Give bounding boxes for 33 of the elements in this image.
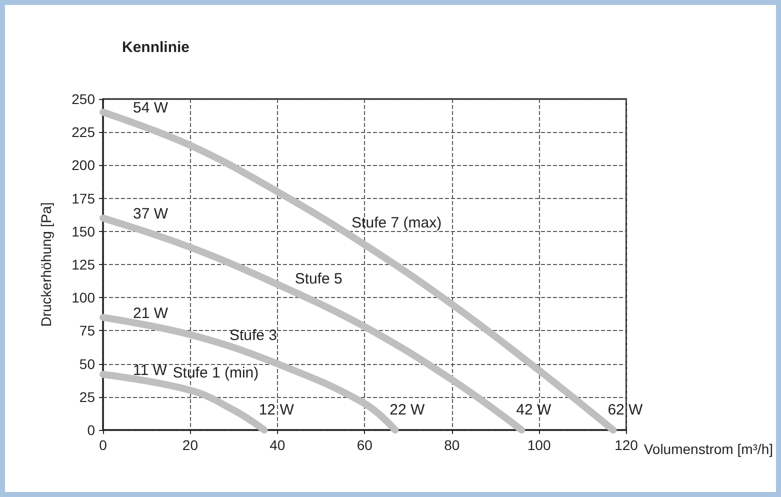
y-tick-label: 0 <box>87 422 96 438</box>
y-tick-label: 250 <box>72 91 96 107</box>
x-tick-label: 100 <box>527 437 551 453</box>
annotation: Stufe 7 (max) <box>352 214 442 232</box>
x-tick-label: 20 <box>182 437 198 453</box>
x-tick-label: 120 <box>614 437 638 453</box>
annotation: 11 W <box>133 362 168 379</box>
y-tick-label: 200 <box>72 157 96 174</box>
x-tick-label: 60 <box>356 437 373 453</box>
x-axis-title: Volumenstrom [m³/h] <box>644 441 773 457</box>
y-tick-label: 150 <box>72 223 96 240</box>
annotation: 22 W <box>390 402 426 418</box>
y-tick-label: 50 <box>79 356 96 372</box>
annotation: 62 W <box>608 402 644 418</box>
y-tick-label: 75 <box>79 322 96 339</box>
annotation: 21 W <box>133 304 169 322</box>
chart-title: Kennlinie <box>122 39 190 56</box>
x-tick-label: 0 <box>99 437 108 453</box>
y-tick-label: 125 <box>72 256 96 272</box>
annotation: 42 W <box>516 402 552 418</box>
annotation: Stufe 5 <box>294 270 342 288</box>
annotation: 12 W <box>258 402 295 418</box>
annotation: 54 W <box>133 100 169 117</box>
y-tick-label: 100 <box>72 290 96 306</box>
y-axis-title: Druckerhöhung [Pa] <box>38 202 54 327</box>
x-tick-label: 80 <box>444 437 460 453</box>
x-tick-label: 40 <box>270 437 286 453</box>
annotation: 37 W <box>133 206 169 223</box>
annotation: Stufe 3 <box>229 327 278 344</box>
y-tick-label: 175 <box>72 190 96 206</box>
annotation: Stufe 1 (min) <box>172 364 259 382</box>
y-tick-label: 25 <box>79 388 96 405</box>
y-tick-label: 225 <box>72 124 96 140</box>
